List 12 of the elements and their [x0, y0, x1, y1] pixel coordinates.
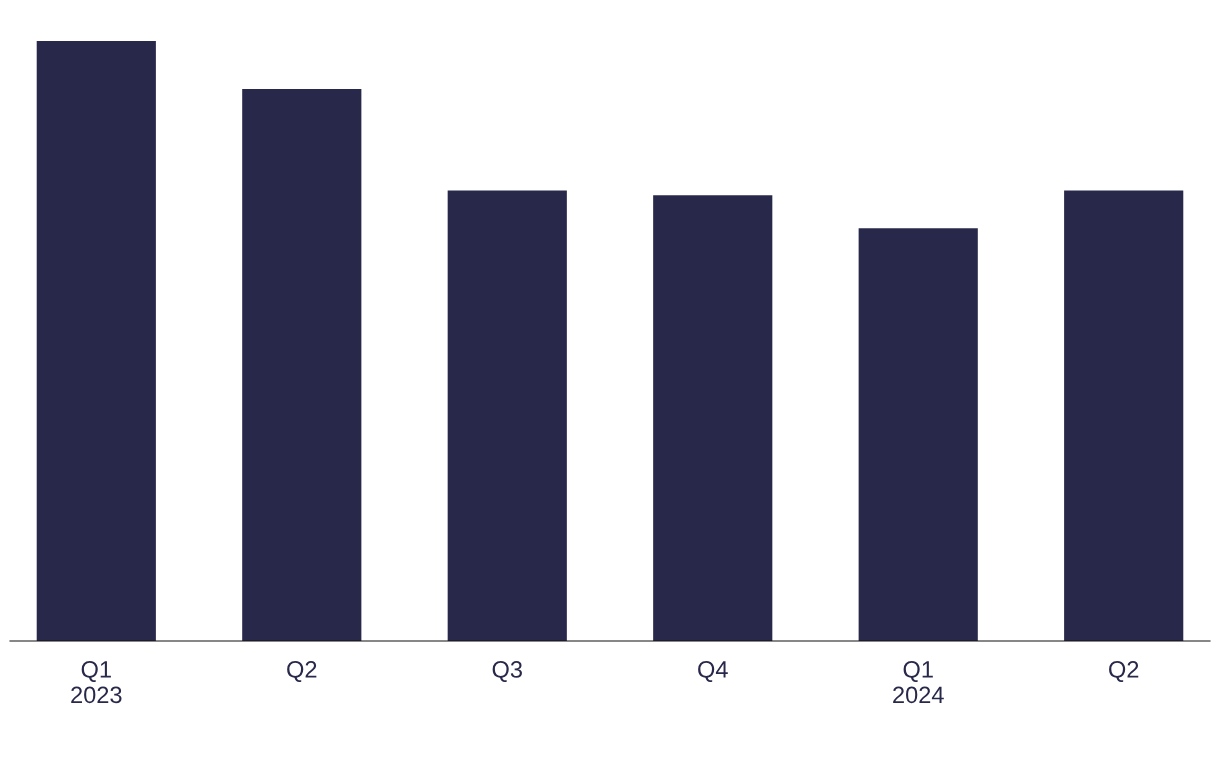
bar [858, 228, 978, 641]
bar [653, 195, 773, 641]
x-tick-label: Q2 [1109, 661, 1139, 683]
x-tick-label: Q4 [698, 661, 728, 683]
bar [242, 89, 362, 641]
x-tick-label: Q1 2024 [893, 661, 944, 704]
bar [36, 41, 156, 641]
x-tick-label: Q1 2023 [71, 661, 122, 704]
bar [447, 190, 567, 641]
bar [1064, 190, 1184, 641]
x-tick-label: Q3 [492, 661, 522, 683]
x-tick-label: Q2 [287, 661, 317, 683]
